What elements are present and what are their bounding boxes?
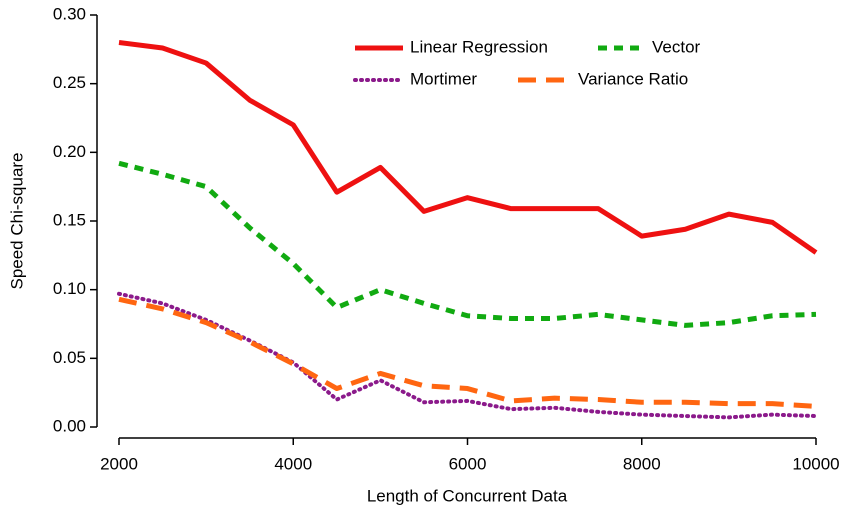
x-tick-label: 4000 (274, 454, 312, 473)
x-tick-label: 6000 (449, 454, 487, 473)
series-line (118, 39, 818, 255)
x-axis-title: Length of Concurrent Data (367, 486, 568, 505)
legend-label: Vector (652, 37, 701, 56)
series-line (118, 160, 817, 328)
series-line (118, 296, 817, 409)
y-tick-label: 0.00 (53, 416, 86, 435)
x-tick-label: 8000 (623, 454, 661, 473)
legend-label: Linear Regression (410, 37, 548, 56)
y-tick-label: 0.10 (53, 279, 86, 298)
y-axis-title: Speed Chi-square (7, 152, 26, 289)
y-tick-label: 0.30 (53, 4, 86, 23)
series-line (117, 291, 818, 420)
legend-label: Variance Ratio (578, 69, 688, 88)
legend-label: Mortimer (410, 69, 477, 88)
x-tick-label: 10000 (792, 454, 839, 473)
y-tick-label: 0.15 (53, 210, 86, 229)
x-tick-label: 2000 (100, 454, 138, 473)
y-tick-label: 0.05 (53, 348, 86, 367)
y-tick-label: 0.20 (53, 142, 86, 161)
y-tick-label: 0.25 (53, 73, 86, 92)
